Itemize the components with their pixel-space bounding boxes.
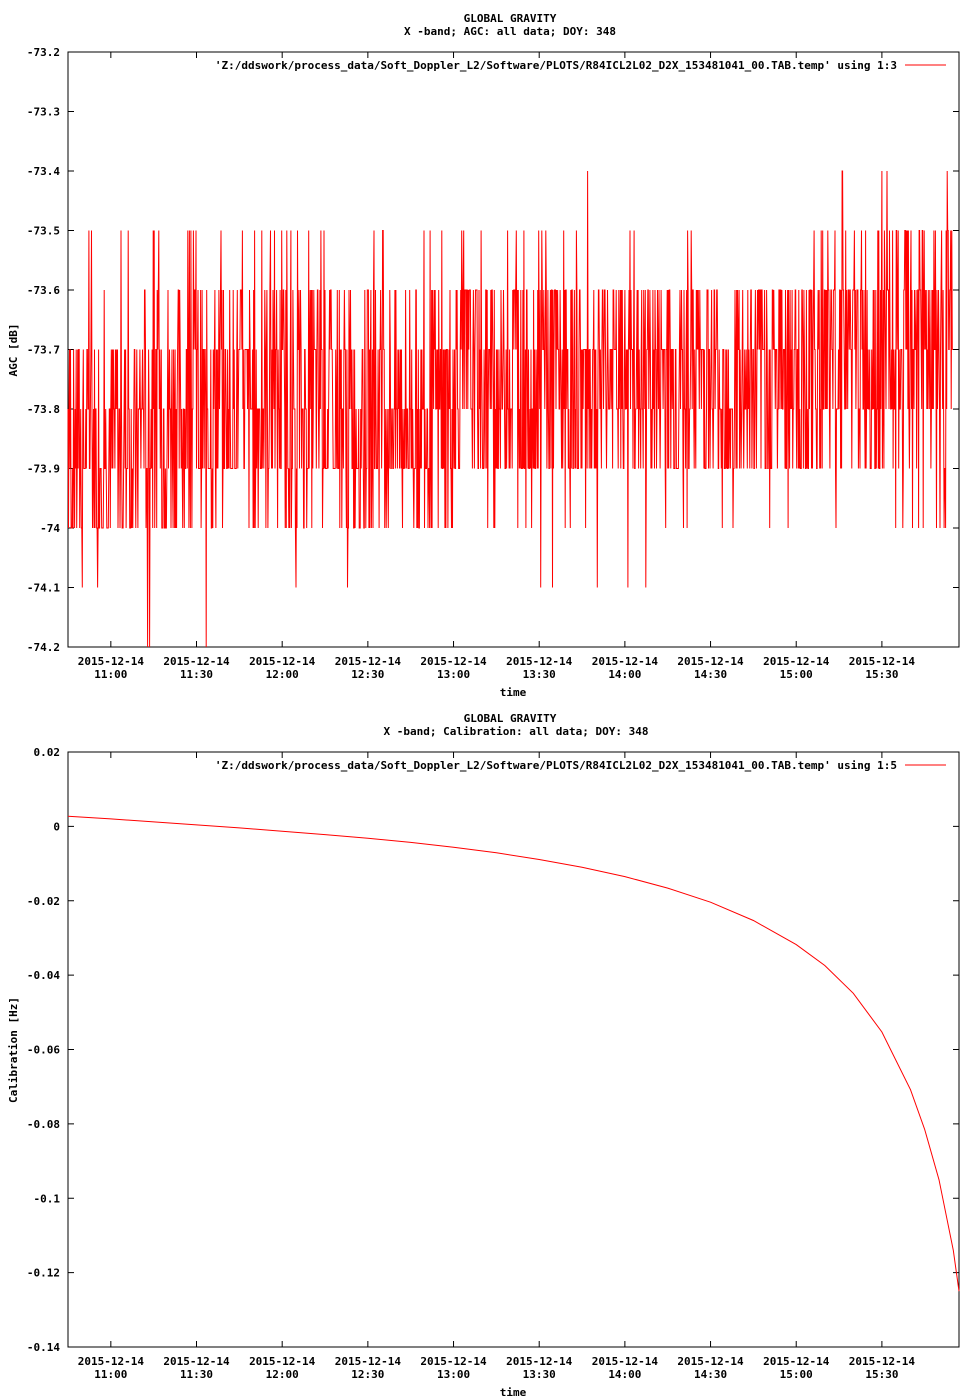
calibration-y-tick-label: -0.06 [27, 1044, 60, 1057]
calibration-x-tick-date: 2015-12-14 [249, 1355, 316, 1368]
agc-x-tick-date: 2015-12-14 [763, 655, 830, 668]
calibration-x-tick-time: 12:00 [266, 1368, 299, 1381]
agc-x-axis-label: time [500, 686, 527, 699]
agc-chart: GLOBAL GRAVITY X -band; AGC: all data; D… [7, 12, 960, 699]
calibration-chart-title: GLOBAL GRAVITY [464, 712, 557, 725]
agc-x-tick-date: 2015-12-14 [335, 655, 402, 668]
calibration-x-tick-date: 2015-12-14 [420, 1355, 487, 1368]
agc-series [67, 170, 953, 648]
agc-x-axis: 2015-12-1411:002015-12-1411:302015-12-14… [78, 52, 916, 681]
calibration-y-tick-label: -0.02 [27, 895, 60, 908]
calibration-x-tick-date: 2015-12-14 [592, 1355, 659, 1368]
calibration-x-tick-time: 13:30 [523, 1368, 556, 1381]
calibration-legend-label: 'Z:/ddswork/process_data/Soft_Doppler_L2… [215, 759, 897, 772]
calibration-x-tick-time: 12:30 [351, 1368, 384, 1381]
agc-x-tick-time: 15:30 [865, 668, 898, 681]
calibration-x-tick-time: 11:30 [180, 1368, 213, 1381]
agc-legend-label: 'Z:/ddswork/process_data/Soft_Doppler_L2… [215, 59, 897, 72]
agc-y-tick-label: -73.5 [27, 225, 60, 238]
agc-x-tick-date: 2015-12-14 [506, 655, 573, 668]
calibration-chart-subtitle: X -band; Calibration: all data; DOY: 348 [384, 725, 649, 738]
agc-x-tick-time: 11:30 [180, 668, 213, 681]
calibration-x-axis-label: time [500, 1386, 527, 1399]
calibration-x-tick-date: 2015-12-14 [78, 1355, 145, 1368]
calibration-x-axis: 2015-12-1411:002015-12-1411:302015-12-14… [78, 752, 916, 1381]
agc-x-tick-date: 2015-12-14 [849, 655, 916, 668]
calibration-x-tick-date: 2015-12-14 [335, 1355, 402, 1368]
agc-chart-subtitle: X -band; AGC: all data; DOY: 348 [404, 25, 616, 38]
calibration-series [67, 815, 960, 1292]
agc-y-axis-label: AGC [dB] [7, 324, 20, 377]
calibration-x-tick-time: 13:00 [437, 1368, 470, 1381]
calibration-x-tick-time: 15:30 [865, 1368, 898, 1381]
agc-x-tick-time: 11:00 [94, 668, 127, 681]
agc-x-tick-date: 2015-12-14 [249, 655, 316, 668]
agc-y-tick-label: -74 [40, 522, 60, 535]
agc-x-tick-time: 15:00 [780, 668, 813, 681]
agc-y-tick-label: -73.3 [27, 106, 60, 119]
calibration-plot-frame [67, 751, 960, 1348]
agc-x-tick-date: 2015-12-14 [592, 655, 659, 668]
agc-x-tick-date: 2015-12-14 [420, 655, 487, 668]
calibration-x-tick-time: 11:00 [94, 1368, 127, 1381]
agc-y-tick-label: -73.7 [27, 344, 60, 357]
agc-x-tick-date: 2015-12-14 [78, 655, 145, 668]
calibration-x-tick-date: 2015-12-14 [677, 1355, 744, 1368]
calibration-series-line [67, 815, 960, 1292]
agc-y-tick-label: -73.9 [27, 463, 60, 476]
calibration-y-tick-label: -0.12 [27, 1267, 60, 1280]
calibration-y-axis: 0.02 0 -0.02 -0.04 -0.06 -0.08 -0.1 -0.12 -0.14 [27, 746, 959, 1354]
agc-chart-title: GLOBAL GRAVITY [464, 12, 557, 25]
agc-x-tick-time: 14:00 [608, 668, 641, 681]
calibration-x-tick-time: 14:00 [608, 1368, 641, 1381]
agc-y-tick-label: -73.2 [27, 46, 60, 59]
calibration-x-tick-date: 2015-12-14 [506, 1355, 573, 1368]
agc-x-tick-time: 13:30 [523, 668, 556, 681]
calibration-y-tick-label: -0.08 [27, 1118, 60, 1131]
calibration-chart: GLOBAL GRAVITY X -band; Calibration: all… [7, 712, 960, 1399]
calibration-y-tick-label: 0 [53, 820, 60, 833]
calibration-x-tick-date: 2015-12-14 [849, 1355, 916, 1368]
calibration-y-axis-label: Calibration [Hz] [7, 997, 20, 1103]
agc-x-tick-time: 14:30 [694, 668, 727, 681]
agc-series-line [67, 170, 953, 648]
calibration-y-tick-label: -0.04 [27, 969, 60, 982]
agc-y-tick-label: -73.8 [27, 403, 60, 416]
agc-y-tick-label: -74.1 [27, 582, 60, 595]
calibration-x-tick-time: 15:00 [780, 1368, 813, 1381]
agc-x-tick-time: 13:00 [437, 668, 470, 681]
calibration-x-tick-time: 14:30 [694, 1368, 727, 1381]
calibration-x-tick-date: 2015-12-14 [163, 1355, 230, 1368]
agc-y-tick-label: -73.4 [27, 165, 60, 178]
calibration-y-tick-label: -0.14 [27, 1341, 60, 1354]
agc-x-tick-date: 2015-12-14 [163, 655, 230, 668]
agc-x-tick-time: 12:00 [266, 668, 299, 681]
agc-x-tick-time: 12:30 [351, 668, 384, 681]
agc-y-tick-label: -73.6 [27, 284, 60, 297]
agc-y-axis: -73.2 -73.3 -73.4 -73.5 -73.6 -73.7 -73.8 -73.9… [27, 46, 959, 654]
agc-y-tick-label: -74.2 [27, 641, 60, 654]
agc-x-tick-date: 2015-12-14 [677, 655, 744, 668]
calibration-y-tick-label: -0.1 [34, 1192, 61, 1205]
calibration-x-tick-date: 2015-12-14 [763, 1355, 830, 1368]
calibration-y-tick-label: 0.02 [34, 746, 61, 759]
